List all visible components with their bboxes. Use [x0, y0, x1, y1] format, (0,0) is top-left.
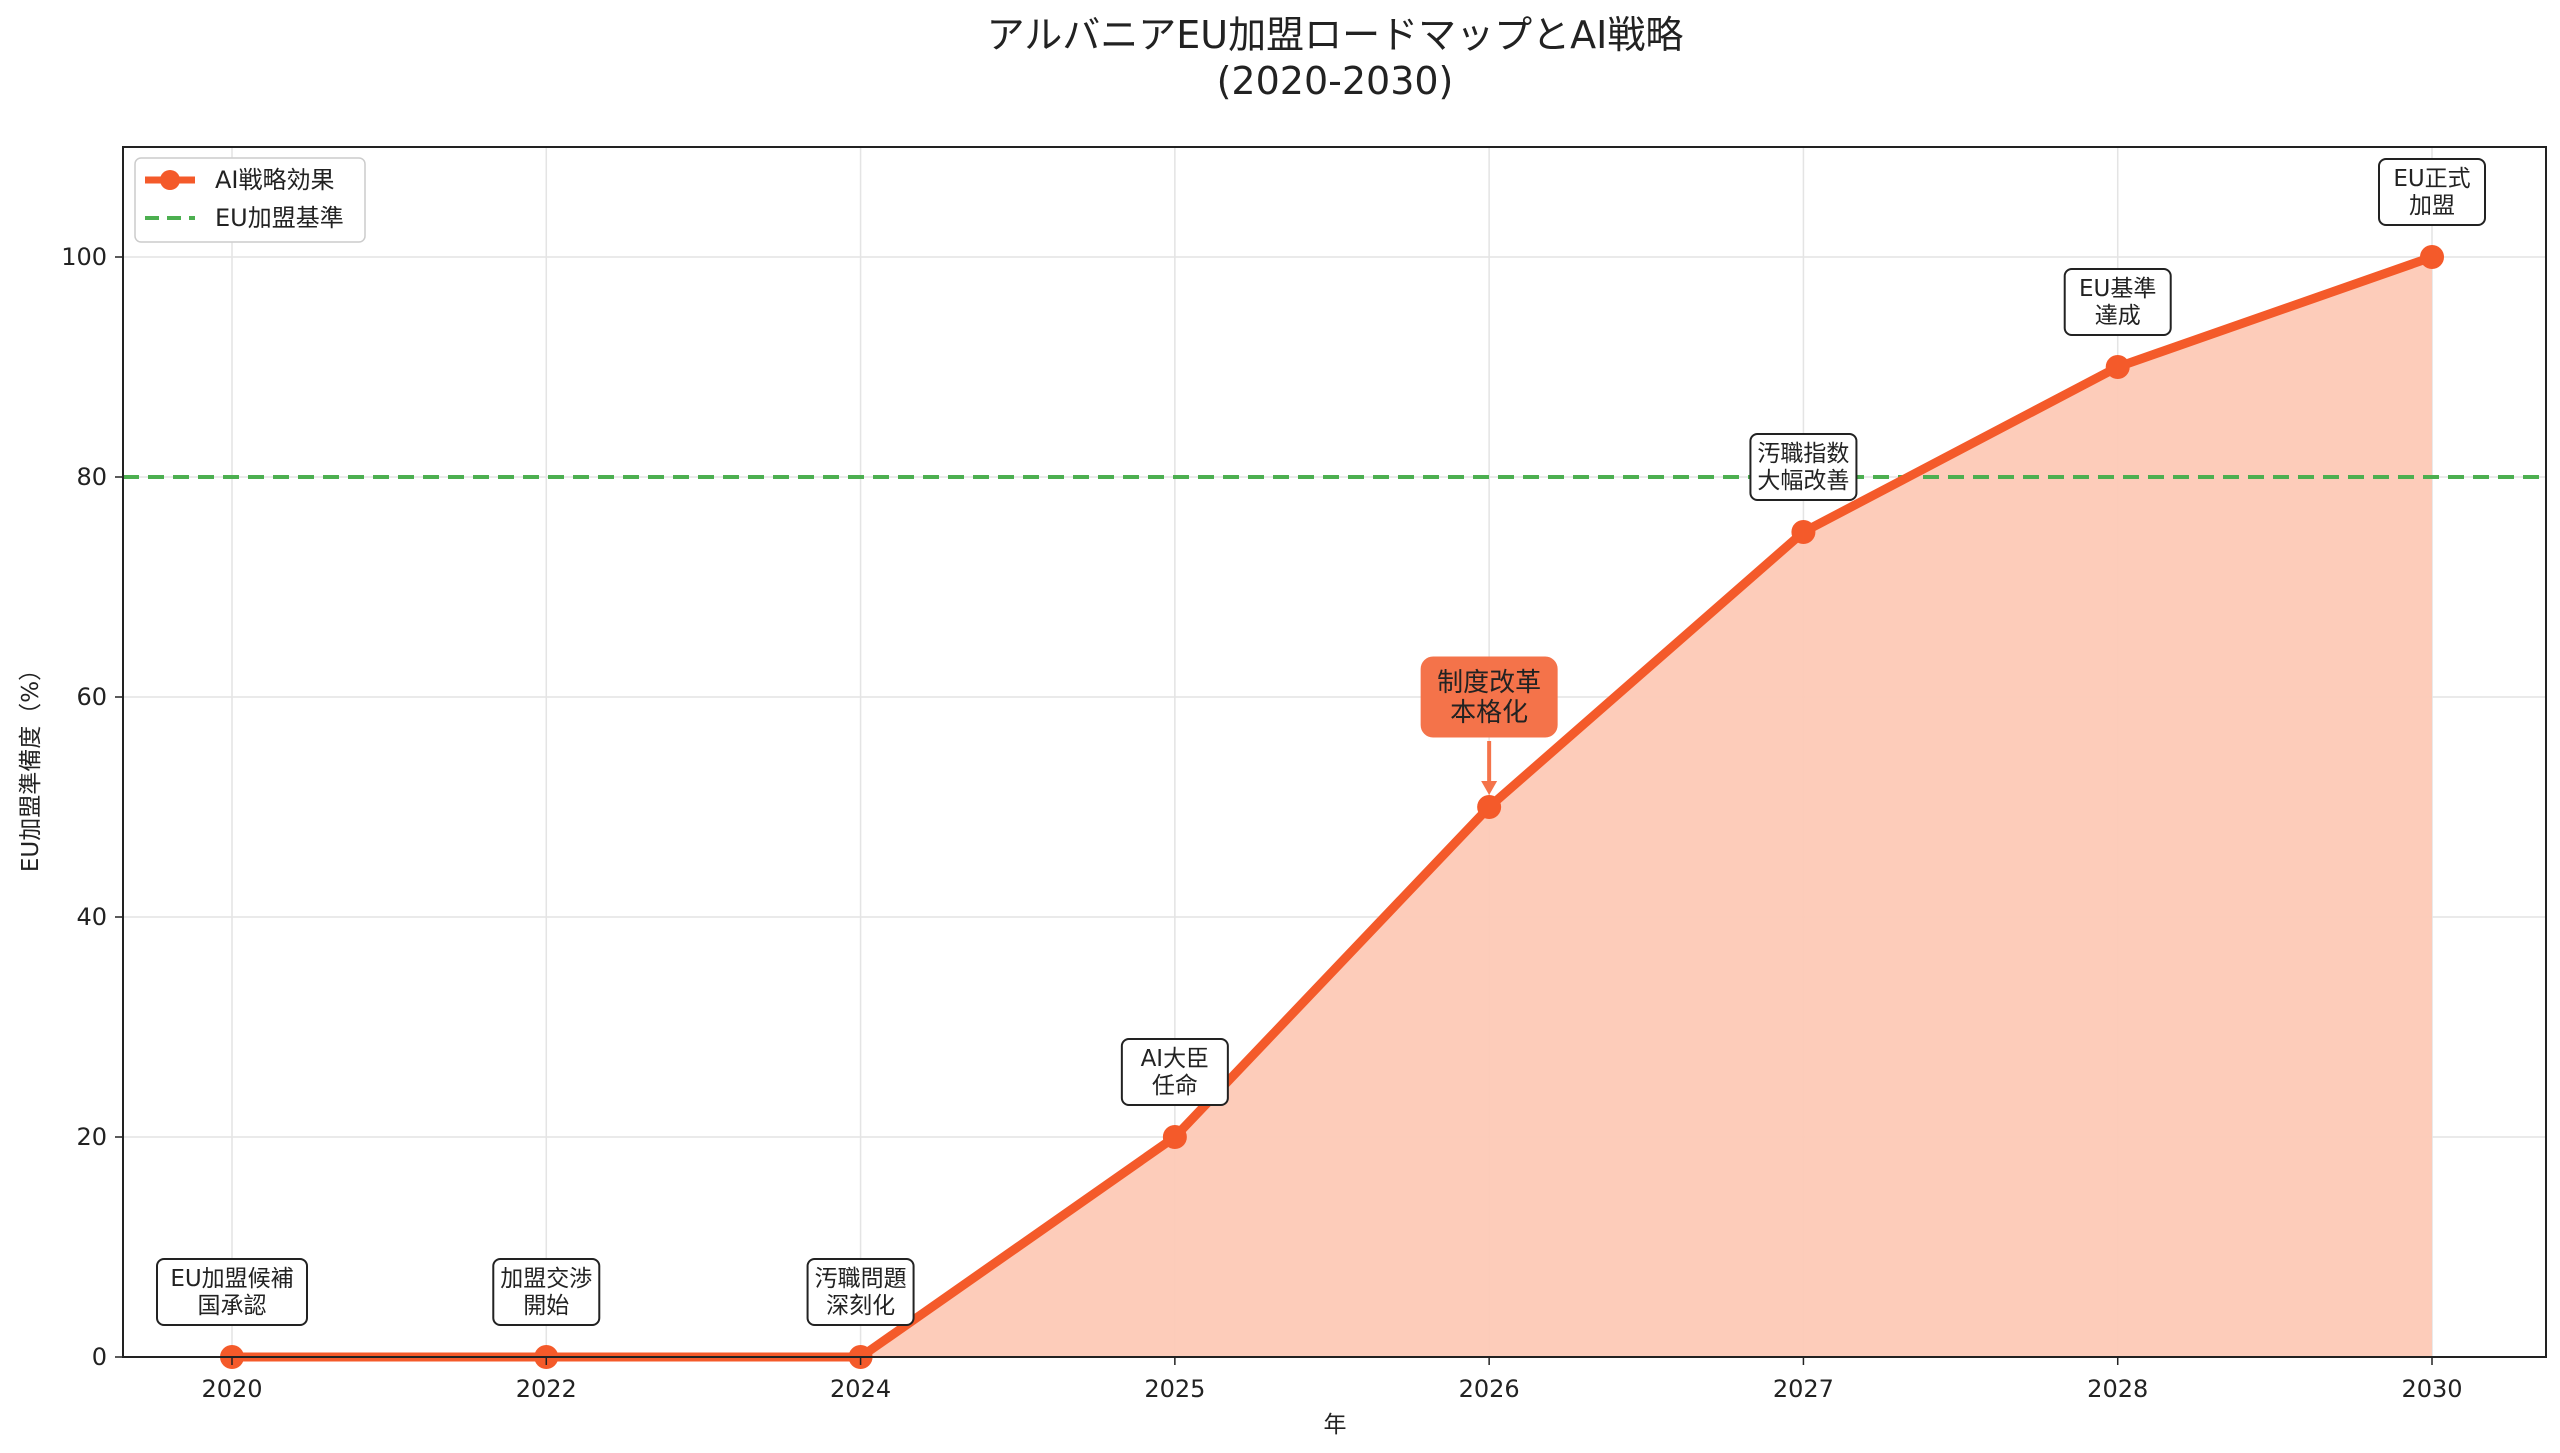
- data-point: [2105, 355, 2130, 379]
- y-tick-label: 40: [76, 903, 107, 931]
- legend-marker-series: [160, 170, 180, 190]
- legend-label-series: AI戦略効果: [215, 166, 335, 194]
- x-tick-label: 2030: [2401, 1375, 2462, 1403]
- annotation-box-highlight: [1420, 656, 1558, 738]
- x-tick-label: 2026: [1459, 1375, 1520, 1403]
- y-tick-label: 100: [61, 243, 107, 271]
- chart-title: アルバニアEU加盟ロードマップとAI戦略 (2020-2030): [987, 13, 1684, 103]
- annotation-text: 加盟交渉: [500, 1266, 592, 1292]
- annotation-text: 達成: [2095, 303, 2141, 329]
- y-axis-ticks: 0 20 40 60 80 100: [61, 243, 123, 1371]
- annotation-text: AI大臣: [1141, 1046, 1210, 1072]
- annotation-box: [156, 1258, 308, 1326]
- x-axis-label: 年: [1324, 1412, 1347, 1438]
- annotation-box: [1749, 433, 1858, 501]
- y-tick-label: 20: [76, 1123, 107, 1151]
- data-point: [1477, 795, 1502, 819]
- annotation-box: [492, 1258, 601, 1326]
- y-tick-label: 60: [76, 683, 107, 711]
- x-tick-label: 2027: [1773, 1375, 1834, 1403]
- chart-title-line-1: アルバニアEU加盟ロードマップとAI戦略: [987, 13, 1684, 57]
- annotation-text: 深刻化: [826, 1293, 895, 1319]
- annotation-text: 加盟: [2409, 193, 2455, 219]
- annotation-text: 開始: [523, 1293, 569, 1319]
- data-point: [1791, 520, 1816, 544]
- x-axis-ticks: 2020 2022 2024 2025 2026 2027 2028 2030: [201, 1357, 2463, 1403]
- legend: AI戦略効果 EU加盟基準: [134, 157, 366, 243]
- annotation-text: EU正式: [2393, 166, 2470, 192]
- x-tick-label: 2025: [1144, 1375, 1205, 1403]
- plot-frame: [122, 146, 2547, 1358]
- annotation-text: 大幅改善: [1757, 468, 1849, 494]
- annotation-text: 制度改革: [1437, 668, 1541, 698]
- y-tick-label: 80: [76, 463, 107, 491]
- annotation-arrowhead: [1481, 781, 1498, 795]
- legend-label-reference: EU加盟基準: [215, 204, 344, 232]
- annotation-text: 本格化: [1450, 698, 1528, 728]
- annotation-box: [1120, 1038, 1229, 1106]
- annotation-text: EU基準: [2079, 276, 2156, 302]
- annotation-box: [2063, 268, 2172, 336]
- x-tick-label: 2020: [201, 1375, 262, 1403]
- x-tick-label: 2028: [2087, 1375, 2148, 1403]
- annotation-text: 任命: [1152, 1073, 1198, 1099]
- annotation-text: 国承認: [198, 1293, 267, 1319]
- x-tick-label: 2022: [516, 1375, 577, 1403]
- y-tick-label: 0: [92, 1343, 107, 1371]
- data-point: [1162, 1125, 1187, 1149]
- annotation-text: 汚職指数: [1757, 441, 1849, 467]
- annotation-text: EU加盟候補: [170, 1266, 293, 1292]
- data-point: [2420, 245, 2444, 269]
- chart-title-line-2: (2020-2030): [1217, 59, 1454, 103]
- annotation-box: [806, 1258, 915, 1326]
- y-axis-label: EU加盟準備度（%）: [18, 658, 44, 872]
- x-tick-label: 2024: [830, 1375, 891, 1403]
- annotation-box: [2378, 158, 2486, 226]
- series-area-fill: [232, 257, 2432, 1357]
- annotation-text: 汚職問題: [815, 1266, 907, 1292]
